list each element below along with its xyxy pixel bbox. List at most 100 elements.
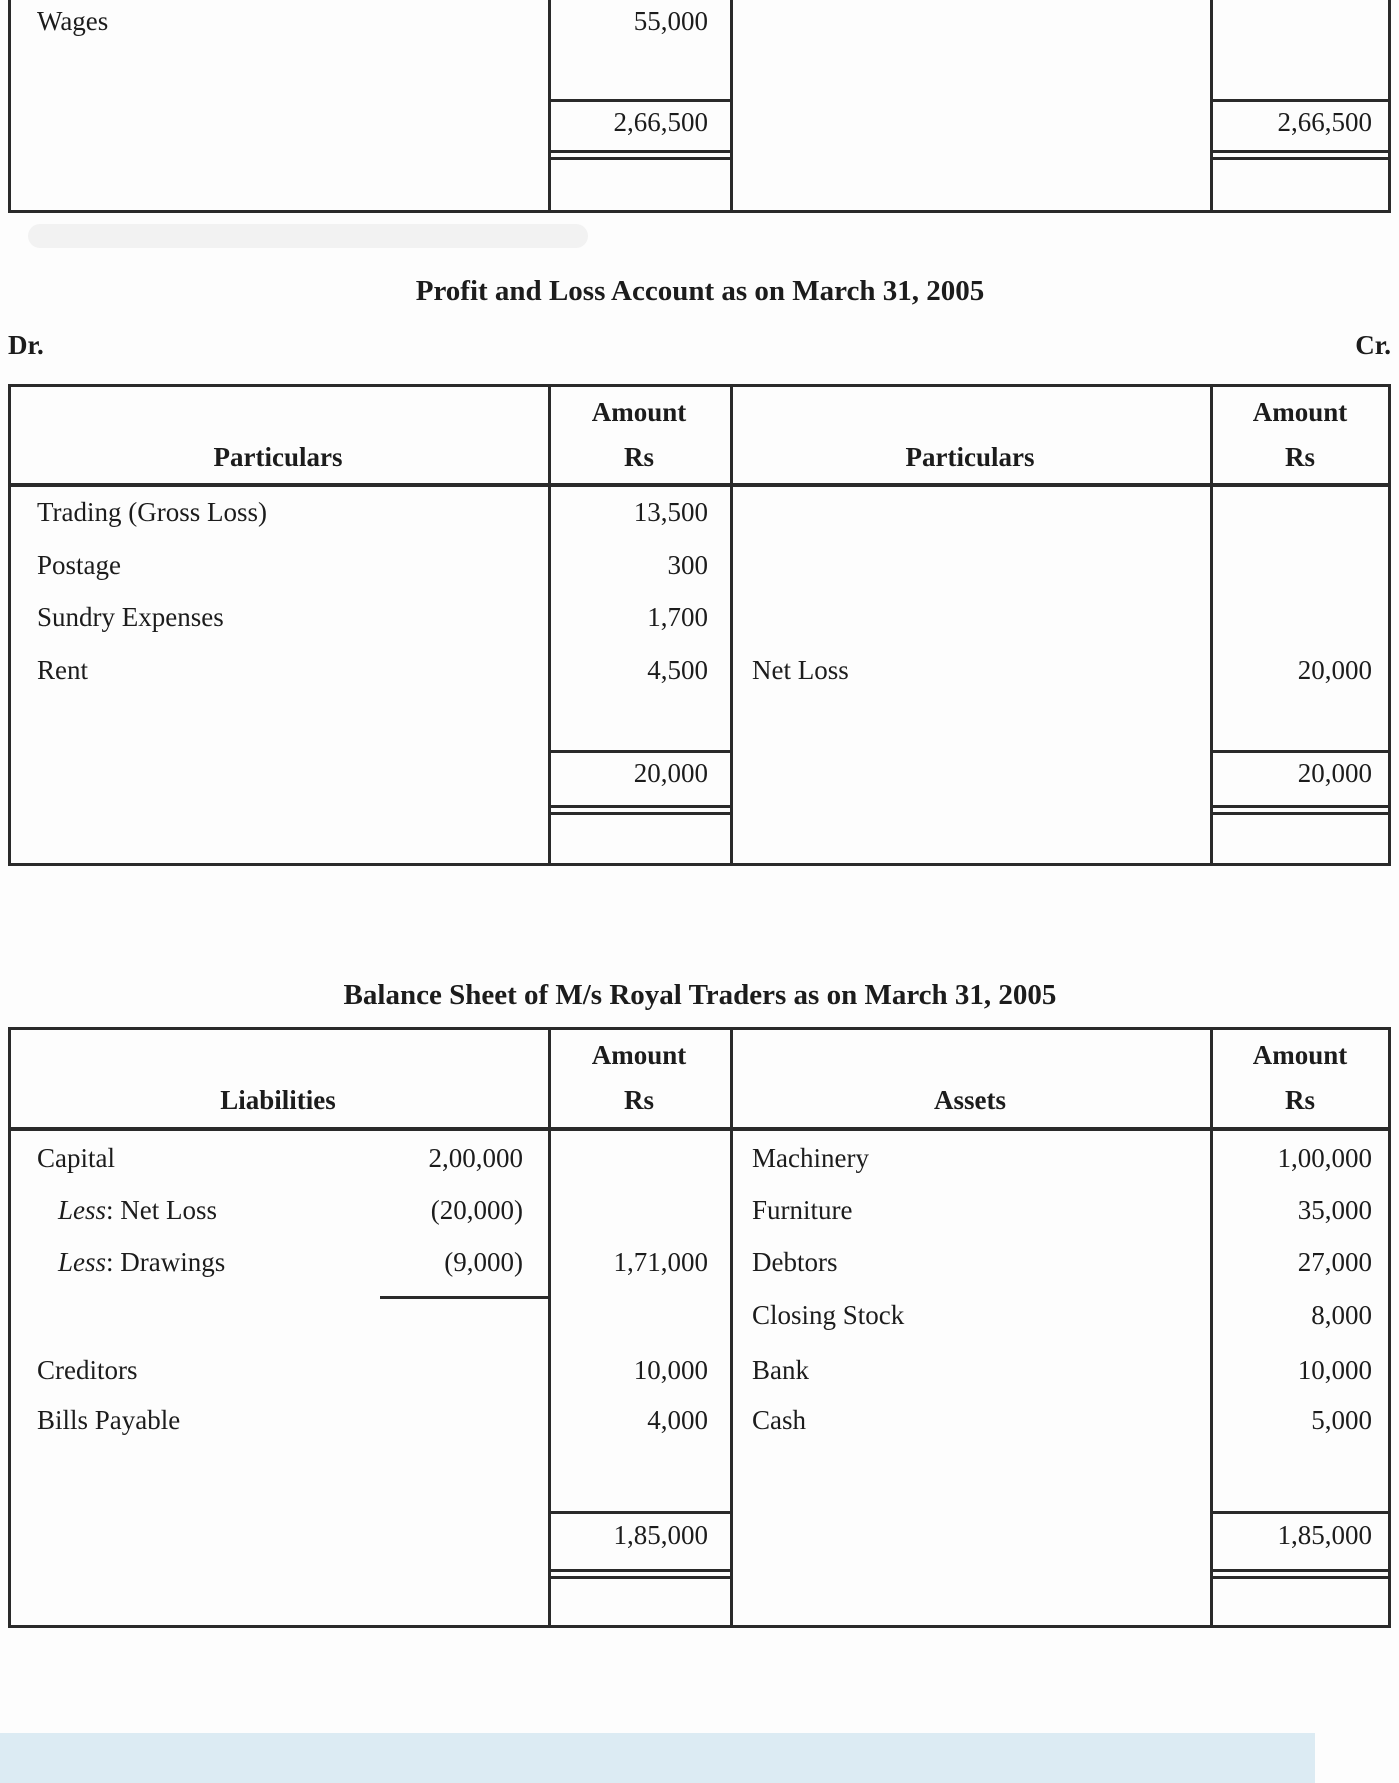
table-border-right (1388, 0, 1391, 213)
column-divider (548, 0, 551, 213)
bs-title: Balance Sheet of M/s Royal Traders as on… (343, 979, 1057, 1011)
row-inner-amount: 2,00,000 (428, 1143, 524, 1173)
table-border-bottom (8, 1625, 1391, 1628)
double-rule (1210, 805, 1391, 808)
row-amount: 55,000 (633, 6, 708, 36)
table-border-left (8, 384, 11, 866)
column-divider (548, 384, 551, 866)
column-header-amount: Amount (591, 397, 687, 427)
table-border-bottom (8, 863, 1391, 866)
grand-total-debit: 2,66,500 (613, 107, 709, 137)
row-label: Cash (752, 1405, 806, 1435)
column-header-particulars: Particulars (905, 442, 1035, 472)
grand-total-liabilities: 1,85,000 (613, 1520, 709, 1550)
row-amount: 13,500 (633, 497, 708, 527)
double-rule (1210, 1569, 1391, 1572)
row-amount: 5,000 (1311, 1405, 1372, 1435)
column-divider (730, 1027, 733, 1628)
column-divider (548, 1027, 551, 1628)
row-label: Wages (37, 6, 109, 36)
row-label: Capital (37, 1143, 115, 1173)
double-rule (548, 1576, 733, 1579)
table-border-top (8, 1027, 1391, 1030)
row-label: Sundry Expenses (37, 602, 224, 632)
label-text: : Net Loss (106, 1195, 218, 1225)
pl-title: Profit and Loss Account as on March 31, … (415, 275, 985, 307)
header-rule (8, 483, 1391, 487)
column-header-amount: Amount (591, 1040, 687, 1070)
total-rule (548, 1511, 733, 1514)
column-header-assets: Assets (934, 1085, 1006, 1115)
row-amount: 27,000 (1297, 1247, 1372, 1277)
row-label: Less: Drawings (58, 1247, 225, 1277)
row-amount: 20,000 (1297, 655, 1372, 685)
double-rule (548, 157, 733, 160)
row-inner-amount: (20,000) (430, 1195, 523, 1225)
column-divider (1210, 0, 1213, 213)
total-rule (1210, 750, 1391, 753)
table-border-right (1388, 384, 1391, 866)
grand-total-debit: 20,000 (633, 758, 708, 788)
column-divider (1210, 1027, 1213, 1628)
column-header-rs: Rs (1284, 1085, 1315, 1115)
table-border-left (8, 1027, 11, 1628)
row-label: Furniture (752, 1195, 853, 1225)
row-label: Net Loss (752, 655, 849, 685)
column-divider (730, 384, 733, 866)
label-text: Capital (37, 1143, 115, 1173)
table-border-left (8, 0, 11, 213)
row-amount: 1,00,000 (1277, 1143, 1373, 1173)
dr-label: Dr. (8, 330, 44, 360)
column-header-amount: Amount (1252, 1040, 1348, 1070)
column-header-rs: Rs (623, 442, 654, 472)
row-label: Postage (37, 550, 121, 580)
table-border-bottom (8, 210, 1391, 213)
row-amount: 35,000 (1297, 1195, 1372, 1225)
row-amount: 4,500 (647, 655, 708, 685)
row-amount: 4,000 (647, 1405, 708, 1435)
grand-total-credit: 20,000 (1297, 758, 1372, 788)
row-label: Closing Stock (752, 1300, 905, 1330)
subtotal-rule (380, 1296, 551, 1299)
row-label: Bills Payable (37, 1405, 181, 1435)
table-border-right (1388, 1027, 1391, 1628)
grand-total-credit: 2,66,500 (1277, 107, 1373, 137)
row-label: Creditors (37, 1355, 138, 1385)
column-header-rs: Rs (623, 1085, 654, 1115)
row-amount: 300 (667, 550, 709, 580)
column-header-particulars: Particulars (213, 442, 343, 472)
total-rule (548, 99, 733, 102)
row-label: Debtors (752, 1247, 838, 1277)
row-inner-amount: (9,000) (444, 1247, 523, 1277)
header-rule (8, 1127, 1391, 1131)
row-amount: 10,000 (1297, 1355, 1372, 1385)
double-rule (548, 1569, 733, 1572)
double-rule (1210, 157, 1391, 160)
row-label: Trading (Gross Loss) (37, 497, 268, 527)
grand-total-assets: 1,85,000 (1277, 1520, 1373, 1550)
label-text: : Drawings (106, 1247, 226, 1277)
row-label: Less: Net Loss (58, 1195, 217, 1225)
less-prefix: Less (58, 1195, 107, 1225)
column-header-liabilities: Liabilities (220, 1085, 336, 1115)
double-rule (1210, 812, 1391, 815)
row-amount: 8,000 (1311, 1300, 1372, 1330)
column-divider (730, 0, 733, 213)
row-label: Machinery (752, 1143, 869, 1173)
bottom-accent-bar (0, 1733, 1315, 1783)
double-rule (1210, 150, 1391, 153)
row-amount: 10,000 (633, 1355, 708, 1385)
total-rule (1210, 99, 1391, 102)
double-rule (548, 805, 733, 808)
row-amount: 1,71,000 (613, 1247, 709, 1277)
row-label: Rent (37, 655, 88, 685)
table-border-top (8, 384, 1391, 387)
column-divider (1210, 384, 1213, 866)
double-rule (548, 812, 733, 815)
column-header-amount: Amount (1252, 397, 1348, 427)
total-rule (548, 750, 733, 753)
total-rule (1210, 1511, 1391, 1514)
row-amount: 1,700 (647, 602, 708, 632)
scan-smudge (28, 224, 588, 248)
